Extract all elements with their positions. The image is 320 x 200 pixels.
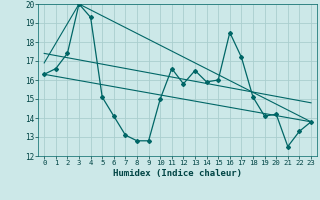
X-axis label: Humidex (Indice chaleur): Humidex (Indice chaleur) <box>113 169 242 178</box>
